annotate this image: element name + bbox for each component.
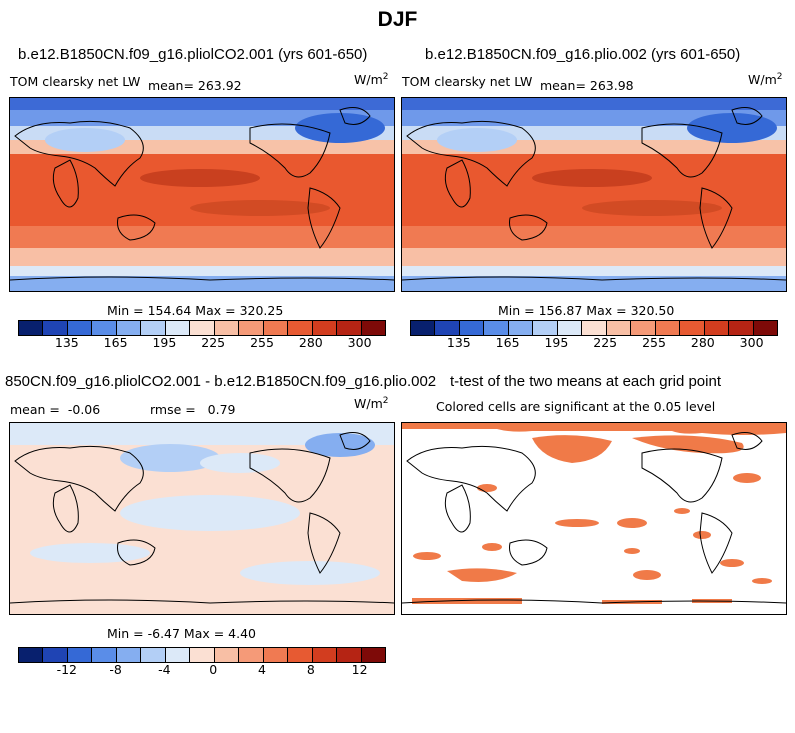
colorbar-swatch — [190, 648, 215, 662]
colorbar-tick-label: 300 — [347, 335, 372, 350]
panel2-mean: mean= 263.98 — [540, 78, 634, 93]
colorbar-swatch — [92, 648, 117, 662]
colorbar-swatch — [606, 321, 632, 335]
colorbar-swatch — [43, 648, 68, 662]
panel2-map-field — [402, 98, 786, 291]
colorbar-tick-label: 135 — [446, 335, 471, 350]
colorbar-swatch — [116, 648, 142, 662]
panel3-title: 850CN.f09_g16.pliolCO2.001 - b.e12.B1850… — [5, 373, 437, 390]
colorbar-swatch — [337, 648, 362, 662]
colorbar-swatch — [67, 648, 93, 662]
colorbar-swatch — [704, 321, 730, 335]
colorbar-tick-label: 225 — [593, 335, 618, 350]
panel3-rmse: rmse = 0.79 — [150, 402, 236, 417]
colorbar-tick-label: 300 — [739, 335, 764, 350]
colorbar-tick-label: 8 — [306, 662, 315, 677]
colorbar-swatch — [631, 321, 656, 335]
colorbar-tick-label: 4 — [258, 662, 266, 677]
colorbar-tick-label: 165 — [103, 335, 128, 350]
colorbar-tick-label: 255 — [642, 335, 666, 350]
panel2-minmax: Min = 156.87 Max = 320.50 — [498, 303, 675, 318]
colorbar-swatch — [312, 321, 338, 335]
colorbar-tick-label: 255 — [250, 335, 274, 350]
colorbar-tick-label: 280 — [298, 335, 323, 350]
colorbar-tick-label: 12 — [351, 662, 368, 677]
panel2-units: W/m2 — [748, 72, 783, 88]
panel4-title: t-test of the two means at each grid poi… — [450, 373, 721, 390]
colorbar-swatch — [165, 648, 191, 662]
colorbar-swatch — [19, 321, 44, 335]
colorbar-swatch — [263, 321, 289, 335]
colorbar-swatch — [753, 321, 778, 335]
colorbar-swatch — [190, 321, 215, 335]
colorbar-swatch — [533, 321, 558, 335]
colorbar-swatch — [116, 321, 142, 335]
colorbar-swatch — [288, 648, 313, 662]
colorbar-swatch — [582, 321, 607, 335]
panel1-units: W/m2 — [354, 72, 389, 88]
colorbar-abs-left — [18, 320, 386, 336]
colorbar-tick-label: -8 — [109, 662, 122, 677]
panel3-minmax: Min = -6.47 Max = 4.40 — [107, 626, 257, 641]
panel2-title: b.e12.B1850CN.f09_g16.plio.002 (yrs 601-… — [425, 46, 741, 63]
colorbar-swatch — [411, 321, 436, 335]
colorbar-swatch — [141, 321, 166, 335]
colorbar-swatch — [459, 321, 485, 335]
colorbar-swatch — [141, 648, 166, 662]
colorbar-swatch — [655, 321, 681, 335]
colorbar-tick-label: 165 — [495, 335, 520, 350]
panel3-mean: mean = -0.06 — [10, 402, 101, 417]
panel4-map — [401, 422, 787, 615]
colorbar-tick-label: -4 — [158, 662, 171, 677]
colorbar-tick-label: 225 — [201, 335, 226, 350]
figure-title: DJF — [377, 8, 418, 31]
colorbar-swatch — [19, 648, 44, 662]
colorbar-swatch — [239, 321, 264, 335]
colorbar-diff — [18, 647, 386, 663]
panel4-note: Colored cells are significant at the 0.0… — [436, 399, 716, 414]
colorbar-abs-right — [410, 320, 778, 336]
colorbar-swatch — [729, 321, 754, 335]
panel1-map — [9, 97, 395, 292]
panel1-mean: mean= 263.92 — [148, 78, 242, 93]
colorbar-swatch — [337, 321, 362, 335]
colorbar-swatch — [361, 321, 386, 335]
panel2-map — [401, 97, 787, 292]
colorbar-swatch — [43, 321, 68, 335]
panel4-map-field — [402, 423, 786, 614]
colorbar-tick-label: 135 — [54, 335, 79, 350]
colorbar-swatch — [288, 321, 313, 335]
colorbar-tick-label: 195 — [152, 335, 177, 350]
colorbar-tick-label: 0 — [209, 662, 218, 677]
panel1-map-field — [10, 98, 394, 291]
colorbar-swatch — [214, 648, 240, 662]
panel1-title: b.e12.B1850CN.f09_g16.pliolCO2.001 (yrs … — [18, 46, 368, 63]
panel3-map — [9, 422, 395, 615]
colorbar-swatch — [361, 648, 386, 662]
colorbar-swatch — [312, 648, 338, 662]
colorbar-swatch — [508, 321, 534, 335]
panel3-map-field — [10, 423, 394, 614]
colorbar-tick-label: 280 — [690, 335, 715, 350]
colorbar-tick-label: -12 — [56, 662, 78, 677]
panel3-units: W/m2 — [354, 396, 389, 412]
colorbar-swatch — [239, 648, 264, 662]
colorbar-swatch — [92, 321, 117, 335]
colorbar-swatch — [214, 321, 240, 335]
panel2-variable: TOM clearsky net LW — [402, 74, 533, 89]
colorbar-swatch — [67, 321, 93, 335]
colorbar-swatch — [165, 321, 191, 335]
colorbar-tick-label: 195 — [544, 335, 569, 350]
colorbar-swatch — [263, 648, 289, 662]
panel1-minmax: Min = 154.64 Max = 320.25 — [107, 303, 284, 318]
panel1-variable: TOM clearsky net LW — [10, 74, 141, 89]
colorbar-swatch — [484, 321, 509, 335]
colorbar-swatch — [435, 321, 460, 335]
colorbar-swatch — [557, 321, 583, 335]
colorbar-swatch — [680, 321, 705, 335]
